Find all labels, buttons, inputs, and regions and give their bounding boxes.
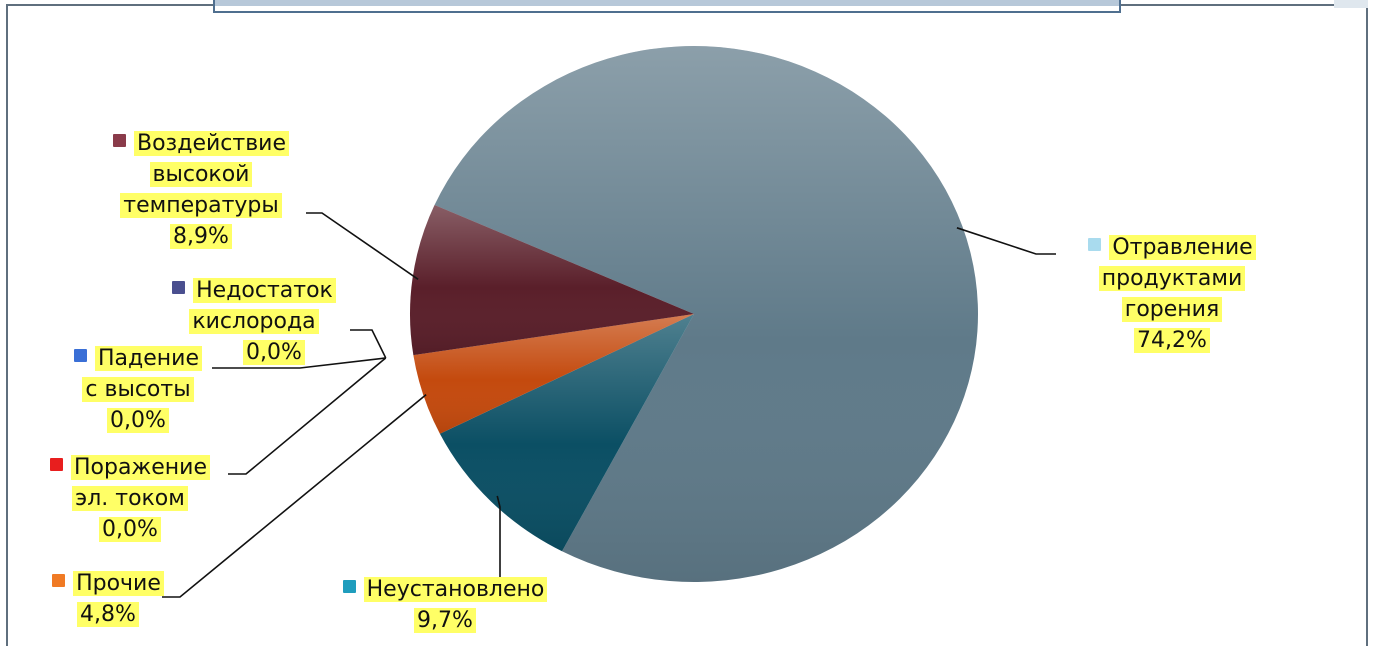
pie-slice-shade-unknown: [439, 314, 694, 552]
label-poisoning-pct: 74,2%: [1134, 328, 1210, 353]
label-oxygen-line2: кислорода: [189, 309, 319, 334]
swatch-fall: [74, 349, 87, 362]
pie-slice-shade-other: [413, 314, 694, 434]
top-banner: [213, 0, 1121, 13]
label-electric-line2: эл. током: [72, 486, 188, 511]
leader-heat: [306, 212, 419, 280]
swatch-heat: [112, 134, 126, 147]
label-electric-line1: Поражение: [70, 455, 211, 480]
label-unknown: Неустановлено 9,7%: [310, 574, 580, 636]
label-fall-line1: Падение: [95, 346, 202, 371]
label-unknown-line1: Неустановлено: [363, 577, 548, 602]
label-electric-pct: 0,0%: [99, 517, 161, 542]
leader-poisoning: [956, 227, 1056, 255]
corner-decoration: [1334, 0, 1368, 8]
label-other: Прочие 4,8%: [22, 568, 194, 630]
leader-unknown: [496, 495, 501, 590]
label-unknown-pct: 9,7%: [414, 608, 476, 633]
swatch-unknown: [342, 580, 356, 593]
label-oxygen-line1: Недостаток: [193, 278, 336, 303]
label-heat-line1: Воздействие: [133, 131, 289, 156]
leader-oxygen: [350, 329, 387, 359]
label-heat-line2: высокой: [149, 162, 253, 187]
label-poisoning-line3: горения: [1121, 297, 1223, 322]
label-poisoning-line1: Отравление: [1109, 235, 1256, 260]
swatch-oxygen: [172, 281, 186, 294]
label-other-pct: 4,8%: [77, 602, 139, 627]
label-electric: Поражение эл. током 0,0%: [20, 452, 240, 545]
label-fall-line2: с высоты: [82, 377, 194, 402]
label-oxygen-pct: 0,0%: [243, 340, 305, 365]
label-heat-line3: температуры: [120, 193, 282, 218]
swatch-electric: [49, 458, 63, 471]
swatch-other: [52, 574, 66, 587]
label-heat-pct: 8,9%: [170, 224, 232, 249]
label-poisoning-line2: продуктами: [1098, 266, 1246, 291]
label-other-line1: Прочие: [73, 571, 164, 596]
leader-other: [162, 393, 427, 598]
pie-slice-shade-poisoning: [434, 46, 979, 583]
leader-fall: [212, 357, 386, 369]
leader-electric: [228, 357, 387, 475]
label-oxygen: Недостаток кислорода 0,0%: [136, 275, 372, 368]
swatch-poisoning: [1088, 238, 1102, 251]
label-heat: Воздействие высокой температуры 8,9%: [76, 128, 326, 252]
pie-slice-shade-heat: [410, 204, 694, 356]
label-poisoning: Отравление продуктами горения 74,2%: [1056, 232, 1288, 356]
label-fall: Падение с высоты 0,0%: [38, 343, 238, 436]
label-fall-pct: 0,0%: [107, 408, 169, 433]
